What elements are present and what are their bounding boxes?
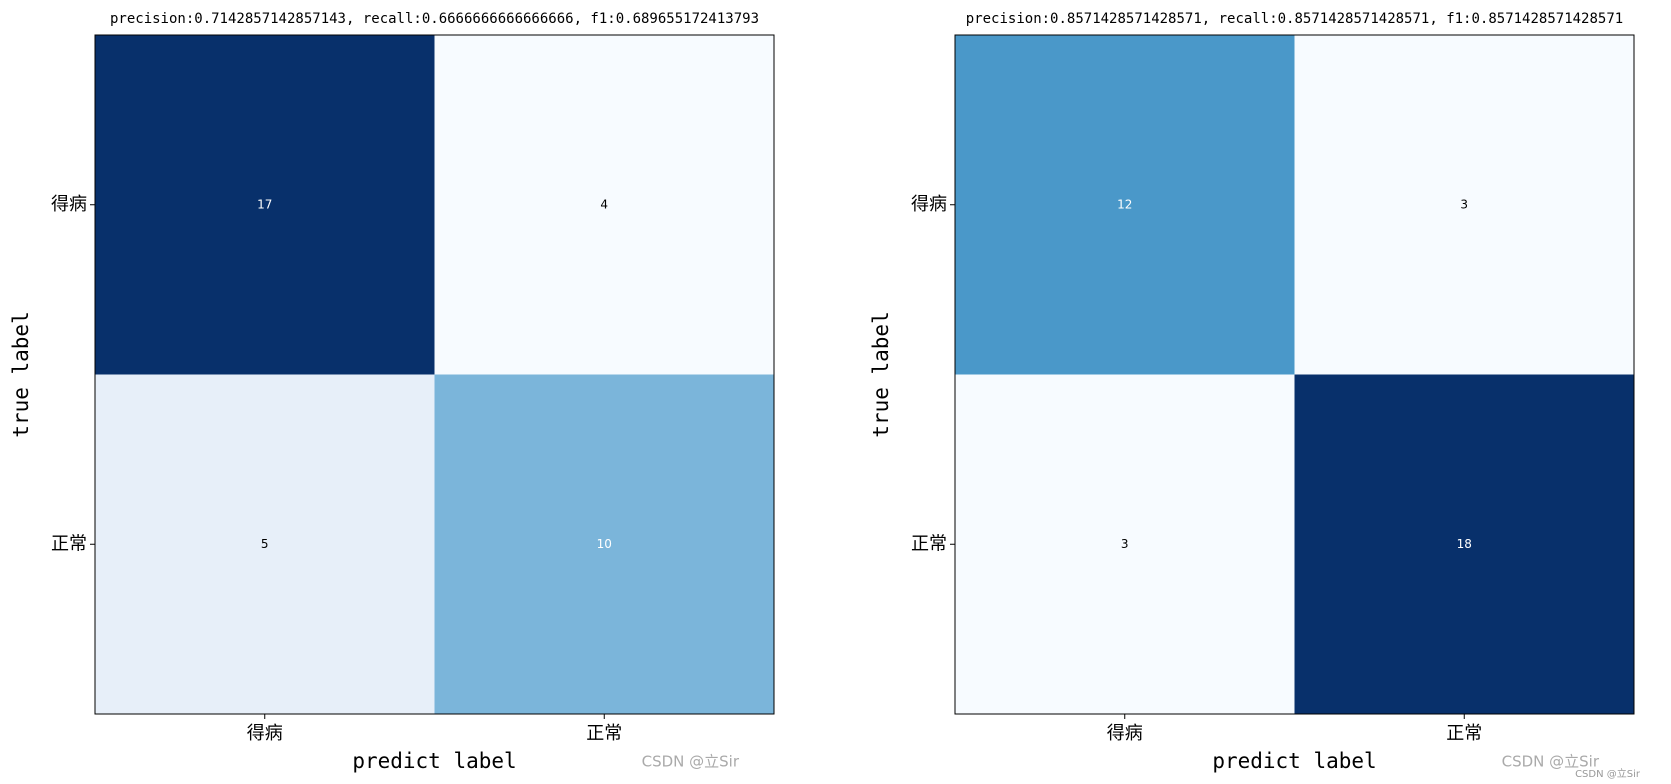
y-tick-label: 得病 <box>51 194 87 215</box>
x-tick-label: 正常 <box>1446 723 1482 744</box>
chart-title: precision:0.8571428571428571, recall:0.8… <box>966 11 1623 27</box>
y-axis-label: true label <box>869 311 893 437</box>
cell-label: 17 <box>257 197 272 211</box>
y-tick-label: 正常 <box>51 533 87 554</box>
watermark: CSDN @立Sir <box>642 753 740 771</box>
cell-label: 18 <box>1457 537 1472 551</box>
x-tick-label: 正常 <box>586 723 622 744</box>
x-tick-label: 得病 <box>1107 723 1143 744</box>
footer-watermark: CSDN @立Sir <box>1575 767 1641 780</box>
heatmap-cell <box>95 374 435 714</box>
heatmap-cell <box>434 374 774 714</box>
x-axis-label: predict label <box>1212 749 1376 773</box>
heatmap-cell <box>434 35 774 375</box>
y-tick-label: 正常 <box>911 533 947 554</box>
cell-label: 12 <box>1117 197 1132 211</box>
cell-label: 3 <box>1121 537 1129 551</box>
chart-title: precision:0.7142857142857143, recall:0.6… <box>110 11 759 27</box>
heatmap-cell <box>955 35 1295 375</box>
plot-frame <box>94 34 775 715</box>
watermark: CSDN @立Sir <box>1502 753 1600 771</box>
cell-label: 5 <box>261 537 269 551</box>
cell-label: 3 <box>1460 197 1468 211</box>
heatmap-cell <box>955 374 1295 714</box>
x-axis-label: predict label <box>352 749 516 773</box>
heatmap-cell <box>1294 35 1634 375</box>
cell-label: 4 <box>600 197 608 211</box>
heatmap-cell <box>95 35 435 375</box>
y-axis-label: true label <box>9 311 33 437</box>
cell-label: 10 <box>597 537 612 551</box>
x-tick-label: 得病 <box>247 723 283 744</box>
y-tick-label: 得病 <box>911 194 947 215</box>
heatmap-cell <box>1294 374 1634 714</box>
plot-frame <box>954 34 1635 715</box>
